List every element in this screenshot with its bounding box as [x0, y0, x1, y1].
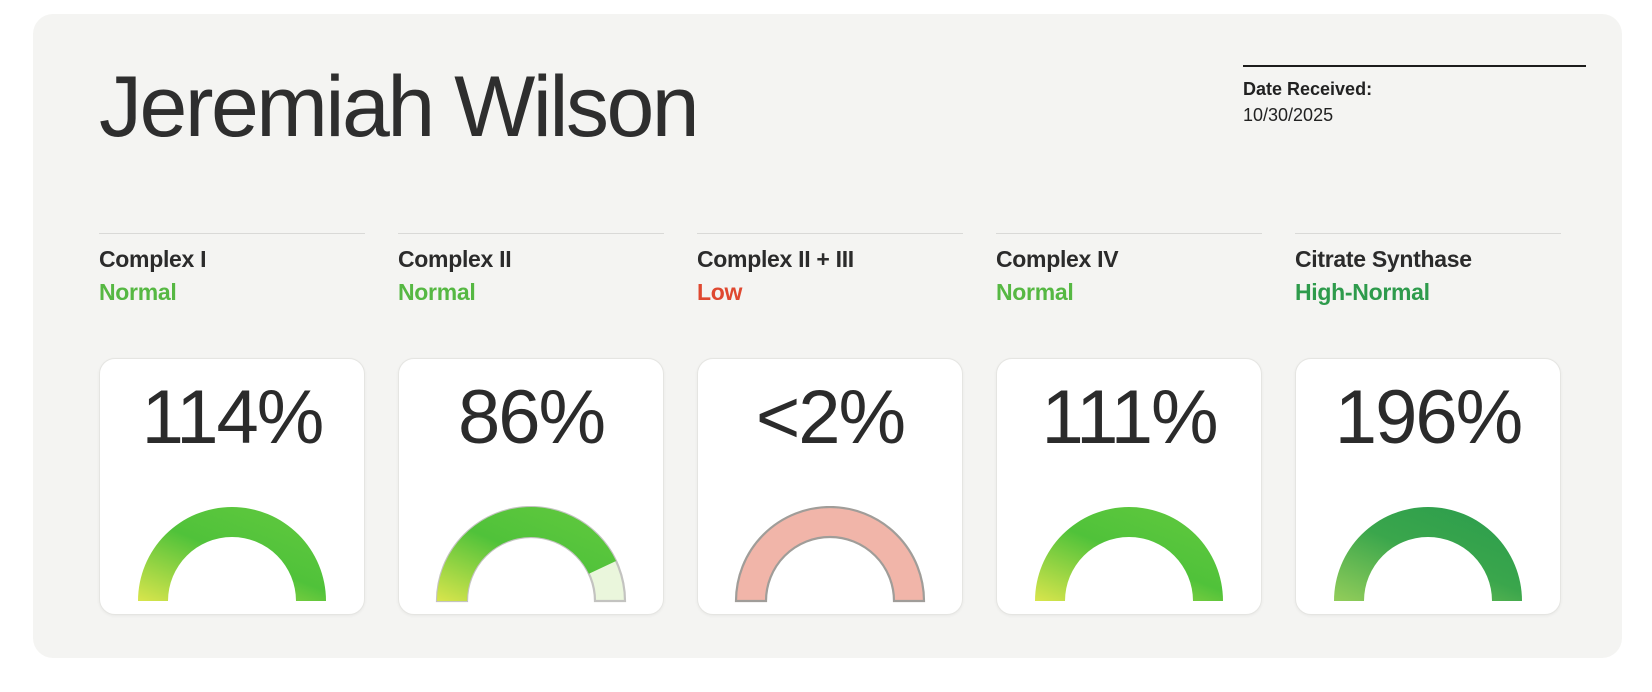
result-card: <2% [697, 357, 963, 615]
result-column: Complex I Normal 114% [99, 233, 365, 615]
result-column: Complex II + III Low <2% [697, 233, 963, 615]
date-received-block: Date Received: 10/30/2025 [1243, 65, 1586, 128]
result-card: 114% [99, 357, 365, 615]
result-column: Complex II Normal 86% [398, 233, 664, 615]
assay-name: Complex II [398, 246, 512, 272]
gauge-fill [437, 506, 617, 601]
gauge-track [734, 505, 926, 602]
result-value: 111% [1041, 374, 1218, 460]
result-card: 196% [1295, 357, 1561, 615]
assay-name: Complex I [99, 246, 207, 272]
gauge-arc-chart [734, 505, 926, 602]
result-column: Citrate Synthase High-Normal 196% [1295, 233, 1561, 615]
status-badge: Normal [99, 278, 177, 305]
results-grid: Complex I Normal 114% Complex II Normal … [99, 233, 1561, 615]
date-received-label: Date Received: [1243, 79, 1373, 99]
result-column: Complex IV Normal 111% [996, 233, 1262, 615]
gauge-arc-chart [1035, 506, 1223, 601]
patient-name: Jeremiah Wilson [99, 59, 700, 155]
status-badge: High-Normal [1295, 278, 1430, 305]
gauge-fill [1035, 506, 1223, 601]
assay-name: Complex II + III [697, 246, 854, 272]
assay-name: Citrate Synthase [1295, 246, 1472, 272]
date-received-value: 10/30/2025 [1243, 105, 1334, 126]
status-badge: Normal [398, 278, 476, 305]
result-card: 86% [398, 357, 664, 615]
status-badge: Normal [996, 278, 1074, 305]
report-header: Jeremiah Wilson Date Received: 10/30/202… [33, 14, 1622, 150]
gauge-arc-chart [435, 505, 627, 602]
result-card: 111% [996, 357, 1262, 615]
result-value: <2% [755, 374, 906, 460]
result-value: 86% [457, 374, 606, 460]
gauge-arc-chart [138, 506, 326, 601]
result-value: 196% [1334, 374, 1523, 460]
assay-name: Complex IV [996, 246, 1119, 272]
report-panel: Jeremiah Wilson Date Received: 10/30/202… [33, 14, 1622, 658]
gauge-fill [138, 506, 326, 601]
status-badge: Low [697, 278, 743, 305]
gauge-fill [1334, 506, 1522, 601]
result-value: 114% [141, 374, 325, 460]
gauge-arc-chart [1334, 506, 1522, 601]
